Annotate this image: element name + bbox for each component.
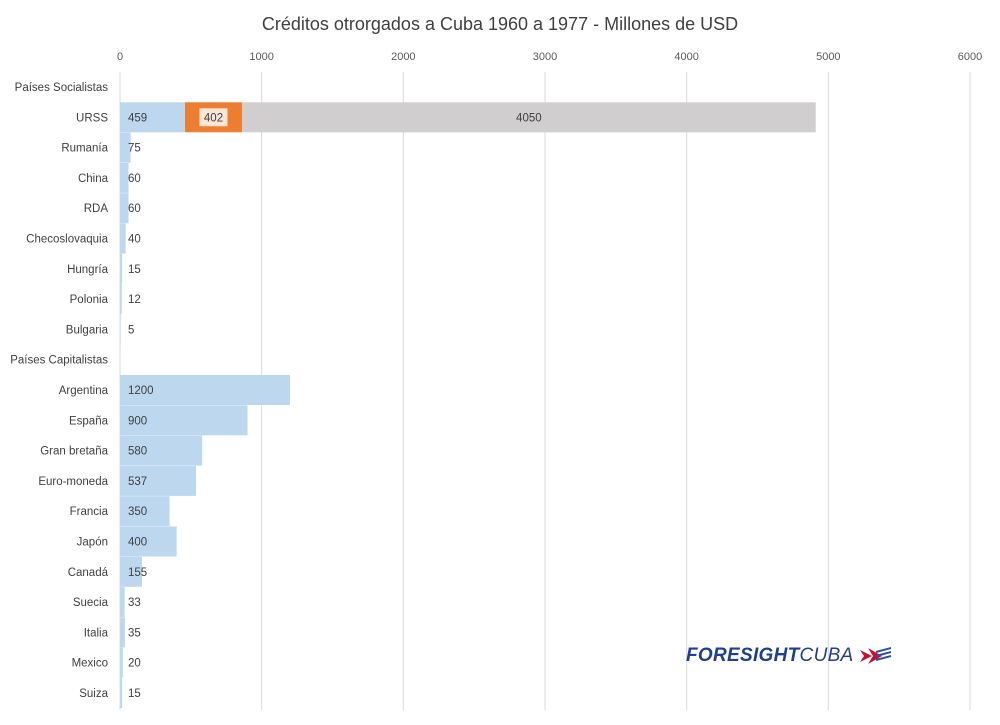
bar	[120, 647, 123, 678]
category-label: Polonia	[70, 294, 109, 306]
category-label: Francia	[70, 506, 109, 518]
bar	[120, 132, 131, 163]
x-tick-label: 3000	[533, 51, 557, 63]
bar	[241, 102, 816, 133]
data-label: 459	[128, 112, 147, 124]
category-label: Euro-moneda	[38, 476, 108, 488]
logo-text-light: CUBA	[799, 645, 854, 666]
category-label: Rumanía	[61, 143, 108, 155]
data-label: 4050	[516, 112, 542, 124]
bar	[120, 223, 126, 254]
data-label: 537	[128, 476, 147, 488]
category-label: España	[69, 415, 109, 427]
category-label: Checoslovaquia	[26, 234, 108, 246]
bar	[120, 193, 129, 224]
bar	[120, 678, 123, 708]
category-label: Países Capitalistas	[10, 355, 108, 367]
data-label: 20	[128, 658, 141, 670]
data-label: 900	[128, 415, 147, 427]
bar	[120, 253, 123, 284]
bar	[120, 496, 170, 527]
logo-text-bold: FORESIGHT	[686, 645, 800, 666]
data-label: 33	[128, 597, 141, 609]
data-label-box	[199, 108, 228, 127]
data-label: 155	[128, 567, 147, 579]
category-label: Italia	[84, 627, 109, 639]
logo-wordmark: FORESIGHTCUBA	[686, 645, 854, 667]
category-label: Países Socialistas	[15, 82, 109, 94]
category-labels: Países Socialistas URSS Rumanía China RDA Che…	[10, 82, 108, 700]
data-label: 60	[128, 203, 141, 215]
bar	[120, 284, 122, 315]
category-label: Mexico	[72, 658, 108, 670]
category-label: Bulgaria	[66, 324, 109, 336]
bar	[120, 375, 290, 405]
data-label: 1200	[128, 385, 154, 397]
x-tick-label: 0	[117, 51, 123, 63]
chart-title: Créditos otrorgados a Cuba 1960 a 1977 -…	[262, 14, 738, 34]
bar	[120, 435, 203, 466]
x-tick-label: 4000	[674, 51, 698, 63]
data-label: 15	[128, 688, 141, 700]
x-tick-label: 2000	[391, 51, 415, 63]
bar	[120, 556, 142, 587]
x-axis-ticks: 0 1000 2000 3000 4000 5000 6000	[117, 51, 982, 63]
data-label: 75	[128, 143, 141, 155]
category-label: China	[78, 173, 109, 185]
data-label: 15	[128, 264, 141, 276]
bar	[120, 314, 121, 345]
bars	[120, 102, 816, 708]
bar	[120, 587, 125, 618]
data-labels: 459 402 4050 75 60 60 40 15 12 5 1200 900 580 537 350 4…	[128, 108, 542, 700]
x-tick-label: 1000	[249, 51, 273, 63]
bar	[120, 102, 186, 133]
category-label: Canadá	[68, 567, 109, 579]
bar	[120, 162, 129, 193]
data-label: 400	[128, 537, 147, 549]
category-label: Argentina	[59, 385, 109, 397]
category-label: Gran bretaña	[40, 446, 108, 458]
data-label: 35	[128, 627, 141, 639]
x-tick-label: 6000	[958, 51, 982, 63]
gridlines	[119, 72, 971, 711]
data-label: 12	[128, 294, 141, 306]
data-label: 402	[204, 112, 223, 124]
bar	[120, 526, 177, 557]
category-label: RDA	[84, 203, 109, 215]
category-label: URSS	[76, 112, 108, 124]
data-label: 40	[128, 234, 141, 246]
data-label: 60	[128, 173, 141, 185]
data-label: 5	[128, 324, 134, 336]
category-label: Suiza	[79, 688, 108, 700]
data-label: 350	[128, 506, 147, 518]
foresightcuba-logo: FORESIGHTCUBA	[686, 641, 892, 671]
category-label: Suecia	[73, 597, 109, 609]
data-label: 580	[128, 446, 147, 458]
bar	[120, 405, 248, 436]
category-label: Hungría	[67, 264, 109, 276]
category-label: Japón	[77, 537, 108, 549]
bar	[120, 465, 197, 496]
chevron-arrows-icon	[859, 647, 891, 664]
x-tick-label: 5000	[816, 51, 840, 63]
bar	[120, 617, 125, 648]
